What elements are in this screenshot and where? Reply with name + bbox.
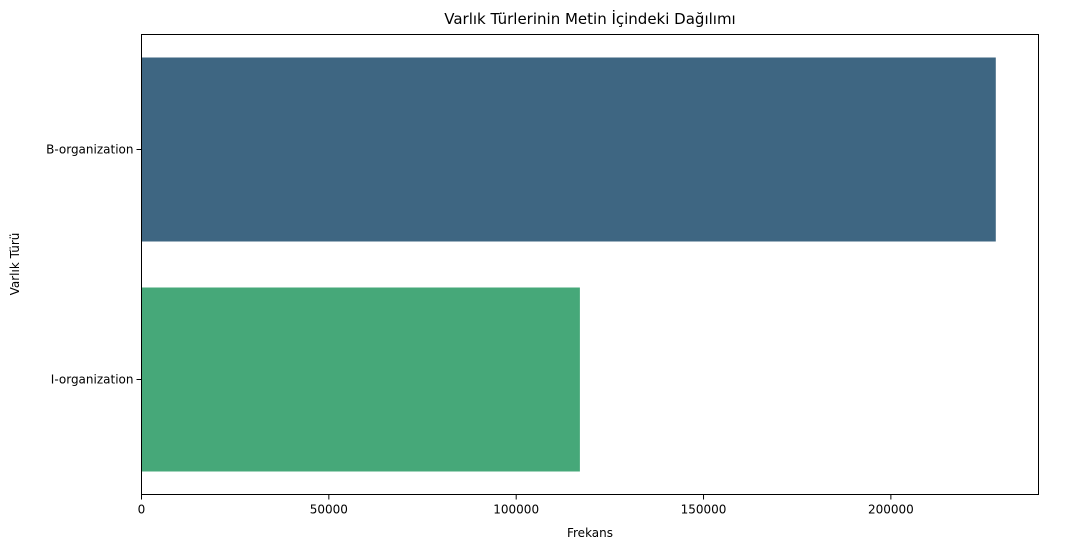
y-tick-label: B-organization xyxy=(46,143,133,157)
plot-frame xyxy=(141,34,1039,495)
chart-title: Varlık Türlerinin Metin İçindeki Dağılım… xyxy=(444,9,735,28)
y-axis-label: Varlık Türü xyxy=(8,233,22,296)
bar-I-organization xyxy=(141,287,580,472)
bars-group xyxy=(141,57,996,472)
bar-B-organization xyxy=(141,57,996,242)
x-tick-label: 150000 xyxy=(681,503,727,517)
y-tick-label: I-organization xyxy=(51,373,134,387)
x-tick-label: 100000 xyxy=(493,503,539,517)
y-axis-ticks: B-organization I-organization xyxy=(46,143,142,387)
x-axis-label: Frekans xyxy=(567,526,613,540)
x-tick-label: 200000 xyxy=(868,503,914,517)
x-tick-label: 0 xyxy=(138,503,146,517)
x-axis-ticks: 0 50000 100000 150000 200000 xyxy=(138,494,914,517)
x-tick-label: 50000 xyxy=(310,503,348,517)
